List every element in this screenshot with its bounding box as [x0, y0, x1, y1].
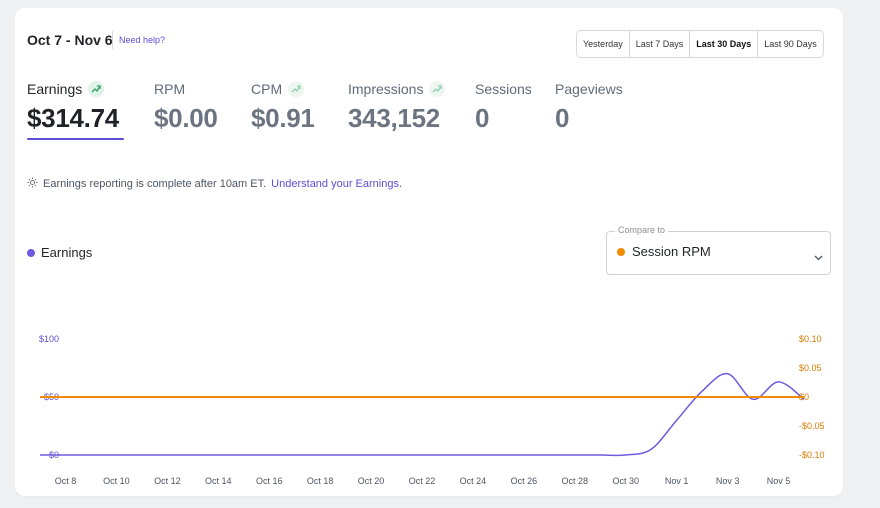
x-tick-label: Oct 26	[511, 476, 538, 486]
legend-label: Earnings	[41, 245, 93, 260]
metric-value: $0.91	[251, 103, 315, 133]
x-tick-label: Oct 22	[409, 476, 436, 486]
metric-sessions[interactable]: Sessions 0	[475, 80, 532, 134]
date-range-title: Oct 7 - Nov 6	[27, 32, 113, 48]
x-tick-label: Oct 10	[103, 476, 130, 486]
trend-up-icon	[429, 81, 446, 97]
x-tick-label: Oct 8	[55, 476, 77, 486]
metric-label: RPM	[154, 81, 186, 97]
range-last-7-days-button[interactable]: Last 7 Days	[630, 31, 691, 57]
notice-text: Earnings reporting is complete after 10a…	[43, 178, 267, 190]
series-line-earnings	[39, 373, 805, 457]
metric-rpm[interactable]: RPM $0.00	[154, 80, 218, 134]
need-help-link[interactable]: Need help?	[119, 35, 166, 45]
compare-to-label: Compare to	[615, 225, 669, 235]
x-tick-label: Oct 24	[460, 476, 487, 486]
metric-label: Earnings	[27, 81, 83, 97]
range-yesterday-button[interactable]: Yesterday	[577, 31, 630, 57]
chart-legend: Earnings	[27, 245, 92, 260]
y-right-tick-label: -$0.05	[799, 421, 825, 431]
x-tick-label: Oct 20	[358, 476, 385, 486]
date-range-selector: Yesterday Last 7 Days Last 30 Days Last …	[576, 30, 824, 58]
understand-earnings-link[interactable]: Understand your Earnings.	[271, 178, 403, 190]
metric-earnings[interactable]: Earnings $314.74	[27, 80, 124, 140]
y-left-tick-label: $100	[39, 334, 59, 344]
compare-to-select[interactable]: Compare to Session RPM	[606, 225, 831, 275]
chevron-down-icon	[814, 248, 823, 266]
y-right-tick-label: $0.10	[799, 334, 822, 344]
x-tick-label: Oct 16	[256, 476, 283, 486]
x-tick-label: Nov 5	[767, 476, 791, 486]
metric-cpm[interactable]: CPM $0.91	[251, 80, 315, 134]
sun-icon	[27, 177, 38, 191]
trend-up-icon	[88, 81, 105, 97]
x-tick-label: Nov 1	[665, 476, 689, 486]
y-right-tick-label: $0.05	[799, 363, 822, 373]
earnings-card: Oct 7 - Nov 6 Need help? Yesterday Last …	[15, 8, 843, 496]
compare-dot	[617, 247, 625, 256]
legend-dot	[27, 248, 35, 257]
metric-impressions[interactable]: Impressions 343,152	[348, 80, 446, 134]
divider	[112, 31, 113, 49]
metric-value: 0	[555, 103, 570, 133]
metric-label: CPM	[251, 81, 283, 97]
active-metric-underline	[27, 138, 124, 140]
metric-value: $314.74	[27, 103, 119, 133]
trend-up-icon	[288, 81, 305, 97]
metric-value: $0.00	[154, 103, 218, 133]
metric-value: 0	[475, 103, 490, 133]
reporting-notice: Earnings reporting is complete after 10a…	[27, 177, 402, 191]
metric-label: Impressions	[348, 81, 424, 97]
x-tick-label: Oct 30	[612, 476, 639, 486]
compare-value: Session RPM	[632, 244, 711, 259]
x-tick-label: Nov 3	[716, 476, 740, 486]
x-tick-label: Oct 18	[307, 476, 334, 486]
metric-label: Sessions	[475, 81, 532, 97]
metric-label: Pageviews	[555, 81, 623, 97]
range-last-90-days-button[interactable]: Last 90 Days	[764, 39, 817, 49]
metric-value: 343,152	[348, 103, 440, 133]
y-right-tick-label: -$0.10	[799, 450, 825, 460]
y-right-tick-label: $0	[799, 392, 809, 402]
x-tick-label: Oct 28	[562, 476, 589, 486]
x-tick-label: Oct 12	[154, 476, 181, 486]
x-tick-label: Oct 14	[205, 476, 232, 486]
metric-pageviews[interactable]: Pageviews 0	[555, 80, 623, 134]
range-last-30-days-button[interactable]: Last 30 Days	[690, 31, 759, 57]
